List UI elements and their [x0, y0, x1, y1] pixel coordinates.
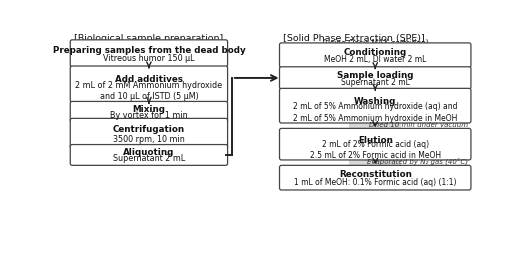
Text: MeOH 2 mL, DI water 2 mL: MeOH 2 mL, DI water 2 mL — [324, 55, 427, 64]
Bar — [349, 45, 401, 188]
Text: Elution: Elution — [358, 136, 393, 145]
Text: 3500 rpm, 10 min: 3500 rpm, 10 min — [113, 135, 185, 144]
Text: Conditioning: Conditioning — [344, 48, 407, 57]
Text: Evaporated by N₂ gas (40°C): Evaporated by N₂ gas (40°C) — [367, 159, 468, 166]
Text: [Biological sample preparation]: [Biological sample preparation] — [74, 34, 223, 43]
Text: Dried 10 min under vacuum: Dried 10 min under vacuum — [369, 122, 468, 128]
Text: Supernatant 2 mL: Supernatant 2 mL — [113, 154, 185, 163]
FancyBboxPatch shape — [70, 40, 228, 67]
Text: Aliquoting: Aliquoting — [123, 148, 175, 157]
FancyBboxPatch shape — [279, 128, 471, 160]
FancyBboxPatch shape — [70, 118, 228, 149]
Text: (using Oasis MAX cartridge): (using Oasis MAX cartridge) — [322, 39, 429, 48]
Text: Preparing samples from the dead body: Preparing samples from the dead body — [53, 46, 246, 54]
Text: [Solid Phase Extraction (SPE)]: [Solid Phase Extraction (SPE)] — [283, 34, 425, 43]
FancyBboxPatch shape — [279, 88, 471, 123]
Text: Supernatant 2 mL: Supernatant 2 mL — [341, 78, 410, 86]
FancyBboxPatch shape — [279, 165, 471, 190]
Text: 2 mL of 5% Ammonium hydroxide (aq) and
2 mL of 5% Ammonium hydroxide in MeOH: 2 mL of 5% Ammonium hydroxide (aq) and 2… — [293, 102, 457, 123]
Text: Washing: Washing — [354, 97, 397, 106]
Text: 1 mL of MeOH: 0.1% Formic acid (aq) (1:1): 1 mL of MeOH: 0.1% Formic acid (aq) (1:1… — [294, 178, 457, 187]
FancyBboxPatch shape — [279, 67, 471, 89]
FancyBboxPatch shape — [70, 66, 228, 102]
Text: By vortex for 1 min: By vortex for 1 min — [110, 111, 188, 120]
Bar — [127, 42, 171, 163]
FancyBboxPatch shape — [70, 144, 228, 165]
Text: Reconstitution: Reconstitution — [339, 170, 412, 179]
Text: 2 mL of 2% Formic acid (aq)
2.5 mL of 2% Formic acid in MeOH: 2 mL of 2% Formic acid (aq) 2.5 mL of 2%… — [309, 140, 441, 160]
Text: Vitreous humor 150 μL: Vitreous humor 150 μL — [103, 54, 195, 63]
FancyBboxPatch shape — [279, 43, 471, 67]
Text: Centrifugation: Centrifugation — [113, 125, 185, 134]
Text: 2 mL of 2 mM Ammonium hydroxide
and 10 μL of ISTD (5 μM): 2 mL of 2 mM Ammonium hydroxide and 10 μ… — [76, 81, 222, 101]
Text: Mixing: Mixing — [133, 105, 165, 114]
Text: Add additives: Add additives — [115, 75, 183, 84]
FancyBboxPatch shape — [70, 101, 228, 122]
Text: Sample loading: Sample loading — [337, 71, 413, 80]
